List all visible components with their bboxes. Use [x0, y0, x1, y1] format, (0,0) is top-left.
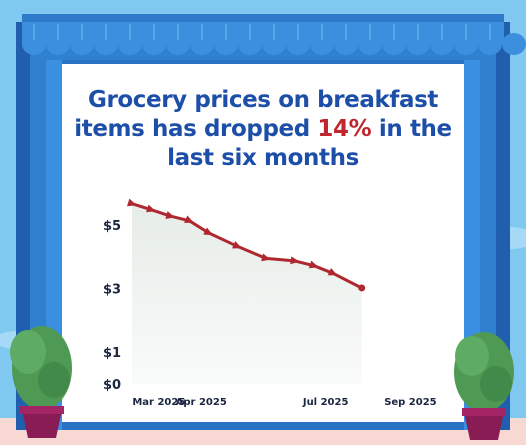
- pot-left: [22, 410, 62, 438]
- data-point: [126, 198, 137, 207]
- data-point: [165, 211, 176, 219]
- y-axis: $0 $1 $3 $5: [103, 219, 121, 393]
- plant-right: [454, 332, 514, 440]
- plant-left: [10, 326, 72, 438]
- x-tick-label: Jul 2025: [302, 397, 349, 408]
- y-tick-label: $0: [103, 378, 121, 393]
- y-tick-label: $5: [103, 219, 121, 234]
- title-highlight: 14%: [317, 116, 372, 142]
- area-fill: [132, 203, 362, 384]
- data-point: [308, 260, 319, 269]
- title-part-1: Grocery prices on breakfast items has dr…: [74, 87, 439, 142]
- pot-right: [464, 412, 504, 440]
- data-point: [184, 215, 194, 223]
- data-point: [358, 284, 366, 292]
- data-point: [261, 253, 271, 262]
- x-tick-label: Mar 2025: [132, 397, 185, 408]
- chart-title: Grocery prices on breakfast items has dr…: [66, 86, 460, 173]
- y-tick-label: $1: [103, 346, 121, 361]
- data-point: [327, 267, 338, 276]
- data-point: [203, 227, 214, 236]
- x-tick-label: Apr 2025: [176, 397, 227, 408]
- awning-scallops: [22, 33, 526, 55]
- y-tick-label: $3: [103, 283, 121, 298]
- data-point: [290, 256, 300, 265]
- data-point: [146, 204, 156, 213]
- title-part-2: in the last six months: [167, 116, 452, 171]
- data-point: [232, 241, 242, 249]
- series-markers: [126, 198, 366, 292]
- x-tick-label: Sep 2025: [384, 397, 436, 408]
